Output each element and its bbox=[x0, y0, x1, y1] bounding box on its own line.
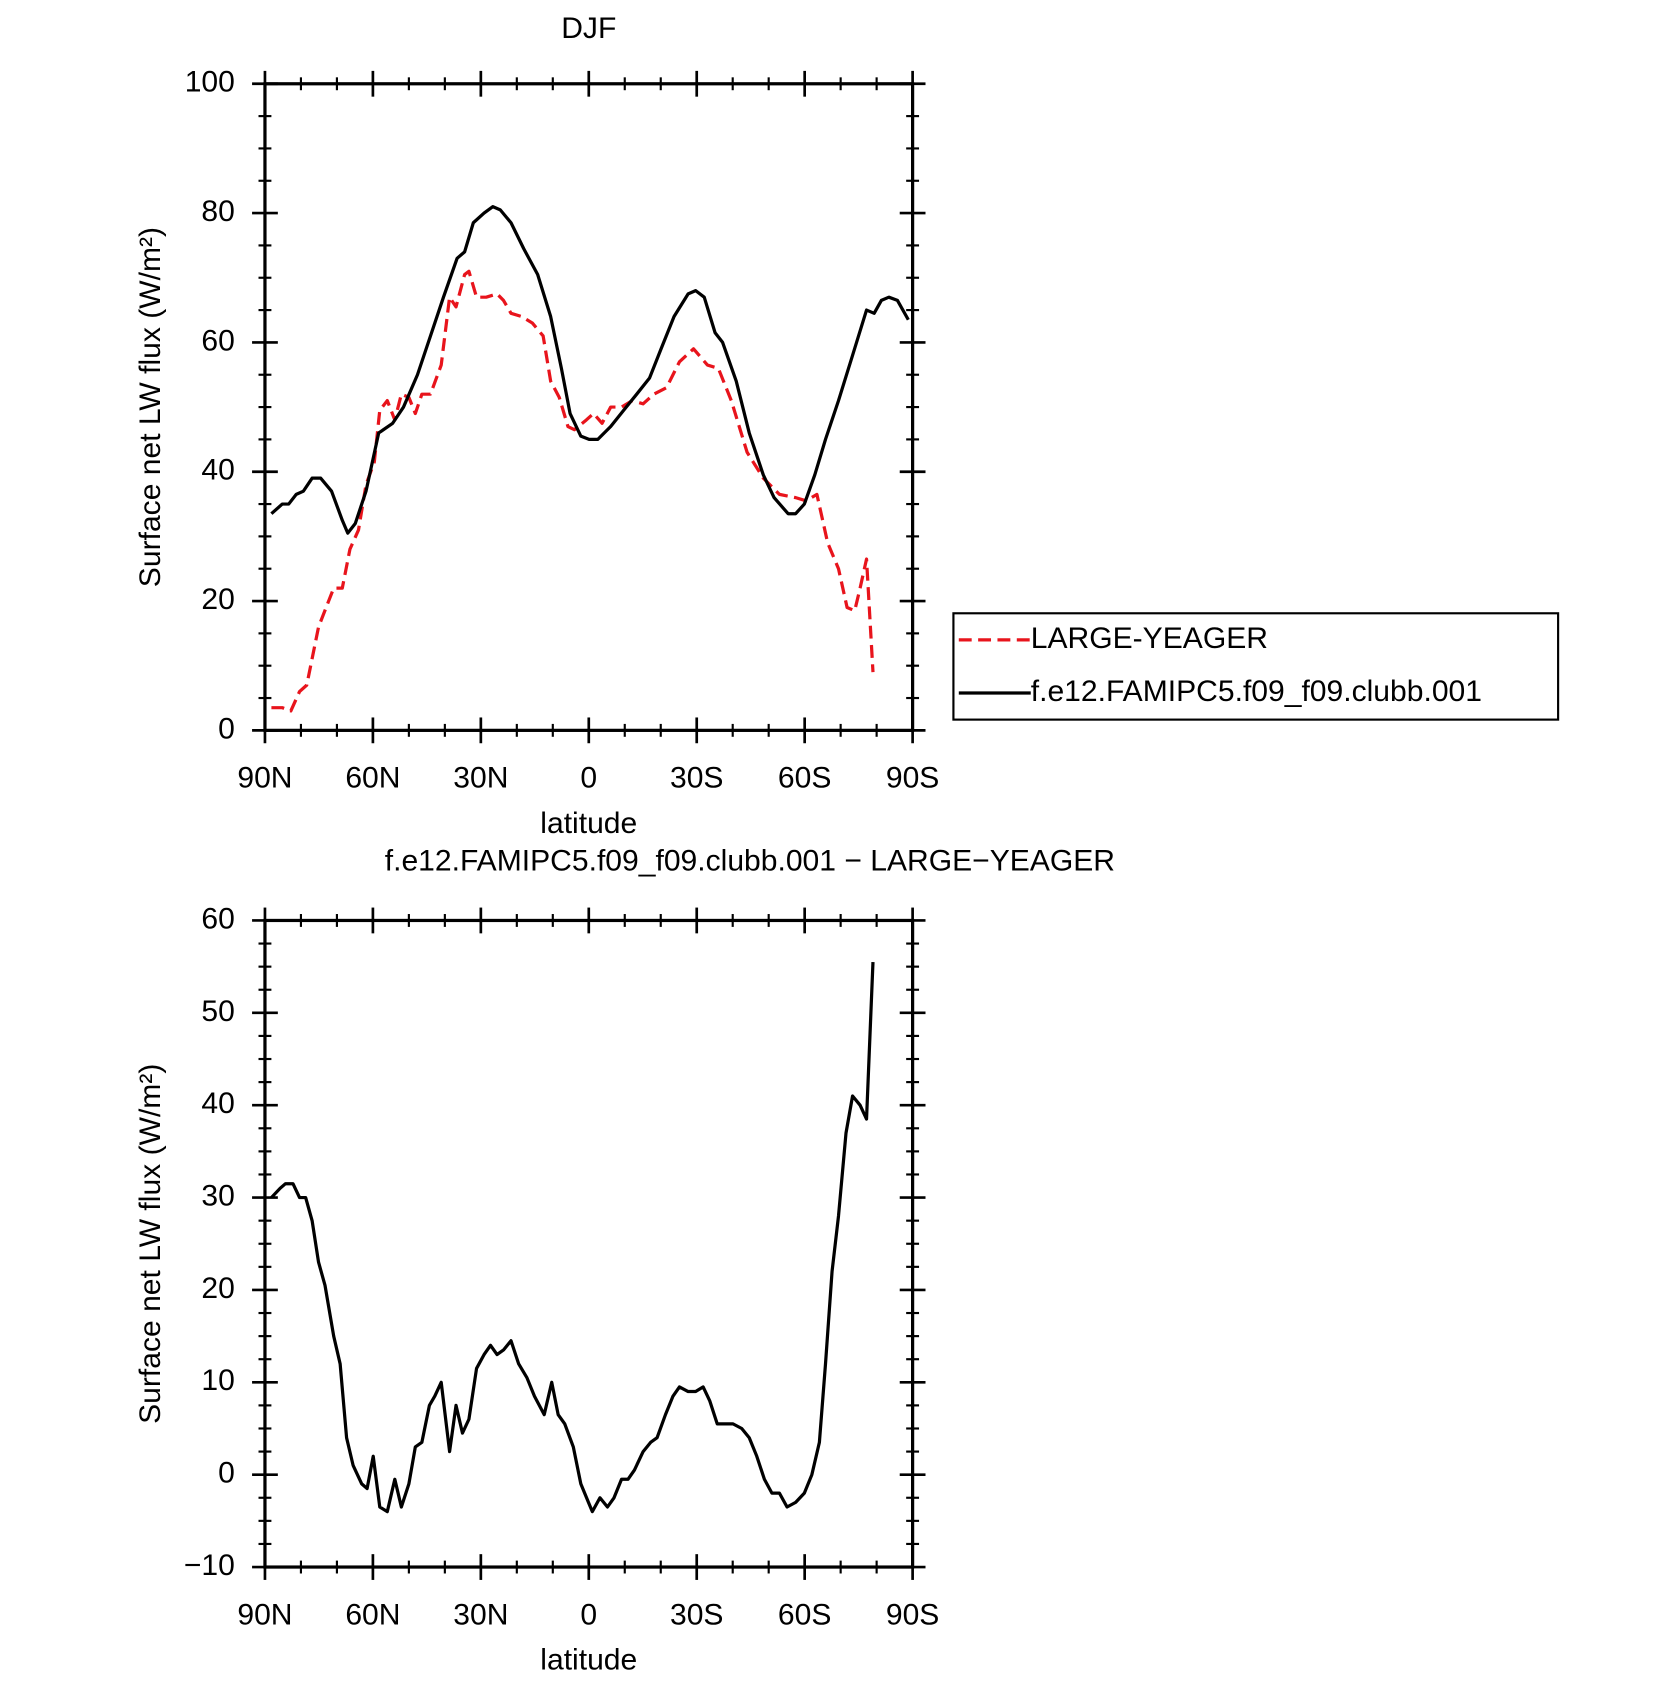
plot-frame bbox=[263, 82, 915, 732]
y-axis-label: Surface net LW flux (W/m²) bbox=[134, 1064, 167, 1424]
data-line bbox=[270, 961, 875, 1514]
x-tick-label: 60S bbox=[778, 762, 832, 795]
y-tick-label: 0 bbox=[218, 712, 235, 745]
x-tick-label: 90S bbox=[886, 1598, 940, 1631]
legend-label: f.e12.FAMIPC5.f09_f09.clubb.001 bbox=[1031, 675, 1482, 708]
chart-title: DJF bbox=[561, 12, 616, 45]
y-tick-label: 40 bbox=[201, 454, 234, 487]
y-axis-label: Surface net LW flux (W/m²) bbox=[134, 227, 167, 587]
legend-box bbox=[952, 612, 1560, 721]
y-tick-label: 50 bbox=[201, 995, 234, 1028]
x-tick-label: 90N bbox=[237, 1598, 292, 1631]
y-tick-label: 10 bbox=[201, 1364, 234, 1397]
y-tick-label: 20 bbox=[201, 1272, 234, 1305]
y-tick-label: 60 bbox=[201, 902, 234, 935]
y-tick-label: 20 bbox=[201, 583, 234, 616]
y-tick-label: −10 bbox=[184, 1549, 235, 1582]
x-tick-label: 0 bbox=[580, 762, 597, 795]
x-axis-label: latitude bbox=[540, 1643, 637, 1676]
y-tick-label: 40 bbox=[201, 1087, 234, 1120]
x-tick-label: 30S bbox=[670, 762, 723, 795]
legend-label: LARGE-YEAGER bbox=[1031, 622, 1268, 655]
plot-frame bbox=[263, 918, 915, 1569]
x-tick-label: 30N bbox=[453, 762, 508, 795]
y-tick-label: 30 bbox=[201, 1180, 234, 1213]
x-tick-label: 90N bbox=[237, 762, 292, 795]
y-tick-label: 60 bbox=[201, 324, 234, 357]
x-tick-label: 60N bbox=[345, 762, 400, 795]
x-tick-label: 60N bbox=[345, 1598, 400, 1631]
x-tick-label: 0 bbox=[580, 1598, 597, 1631]
y-tick-label: 80 bbox=[201, 195, 234, 228]
x-tick-label: 30S bbox=[670, 1598, 723, 1631]
chart-title: f.e12.FAMIPC5.f09_f09.clubb.001 − LARGE−… bbox=[385, 844, 1115, 877]
data-line bbox=[270, 205, 910, 535]
y-tick-label: 0 bbox=[218, 1457, 235, 1490]
x-tick-label: 60S bbox=[778, 1598, 832, 1631]
x-axis-label: latitude bbox=[540, 807, 637, 840]
y-tick-label: 100 bbox=[185, 66, 235, 99]
data-line bbox=[271, 269, 875, 713]
x-tick-label: 30N bbox=[453, 1598, 508, 1631]
x-tick-label: 90S bbox=[886, 762, 940, 795]
